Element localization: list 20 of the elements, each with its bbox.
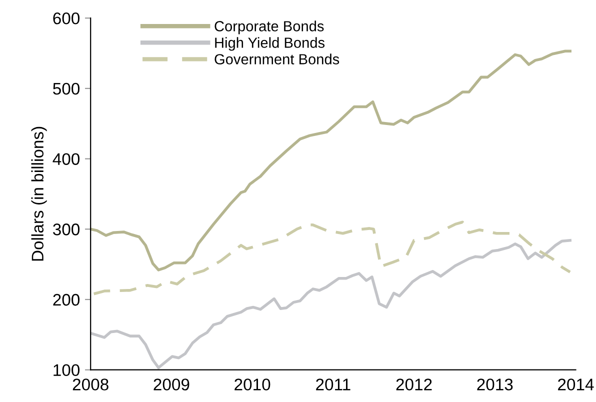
- line-series: [90, 239, 572, 370]
- y-tick-label: 400: [52, 153, 80, 165]
- x-tick-label: 2013: [477, 378, 513, 390]
- y-tick-label: 300: [53, 224, 80, 236]
- legend-label: Government Bonds: [214, 54, 340, 64]
- x-tick-label: 2012: [396, 378, 432, 390]
- line-series: [90, 50, 572, 272]
- x-tick-label: 2010: [234, 378, 270, 390]
- x-tick-label: 2008: [72, 378, 108, 390]
- legend-label: High Yield Bonds: [215, 37, 325, 51]
- x-tick-label: 2009: [154, 378, 190, 390]
- y-tick-label: 600: [53, 12, 80, 24]
- line-series: [92, 220, 572, 296]
- x-tick-label: 2014: [558, 378, 594, 390]
- y-tick-label: 200: [53, 294, 80, 306]
- y-tick-label: 100: [54, 364, 80, 376]
- y-tick-label: 500: [53, 82, 80, 95]
- x-tick-label: 2011: [316, 378, 350, 390]
- legend-label: Corporate Bonds: [214, 20, 324, 34]
- y-axis-title: Dollars (in billions): [31, 126, 47, 261]
